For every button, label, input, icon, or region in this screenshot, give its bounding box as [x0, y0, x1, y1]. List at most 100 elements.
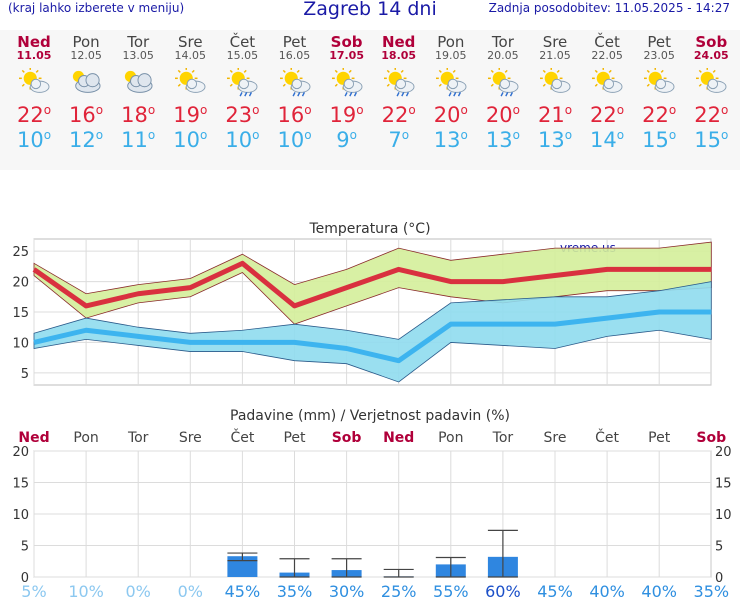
- day-column: Čet 22.05 22o 14o: [581, 30, 633, 152]
- precip-probability: 25%: [381, 582, 417, 600]
- day-name: Ned: [17, 33, 51, 51]
- precip-probability: 30%: [329, 582, 365, 600]
- day-column: Tor 20.05 20o 13o: [477, 30, 529, 152]
- max-temp-value: 16: [69, 103, 96, 127]
- precip-x-label: Pet: [283, 430, 306, 446]
- min-temp: 13o: [537, 128, 573, 152]
- max-temp: 19o: [329, 103, 364, 127]
- min-temp-value: 14: [590, 128, 617, 152]
- location-hint: (kraj lahko izberete v meniju): [8, 1, 185, 15]
- min-temp-value: 13: [537, 128, 565, 152]
- precip-x-label: Sre: [179, 430, 202, 446]
- min-temp-band: [33, 281, 712, 383]
- sun-cloud-icon: [644, 68, 675, 93]
- min-temp: 10o: [173, 128, 208, 152]
- precip-probability: 60%: [485, 582, 521, 600]
- max-temp: 19o: [173, 103, 208, 127]
- min-temp: 15o: [694, 128, 729, 152]
- day-column: Pet 16.05 16o 10o: [269, 30, 321, 152]
- sun-rain-icon: [383, 68, 415, 97]
- temp-y-tick: 15: [12, 306, 29, 321]
- min-temp-value: 13: [433, 128, 461, 152]
- last-updated: Zadnja posodobitev: 11.05.2025 - 14:27: [488, 1, 730, 15]
- sun-rain-icon: [435, 68, 467, 97]
- max-temp: 16o: [69, 103, 104, 127]
- temp-y-tick: 25: [12, 245, 29, 260]
- precip-x-label: Ned: [18, 430, 49, 446]
- min-temp-value: 13: [485, 128, 513, 152]
- min-temp-value: 12: [69, 128, 96, 152]
- sun-rain-icon: [331, 68, 363, 97]
- max-temp: 22o: [642, 103, 677, 127]
- precip-x-label: Čet: [230, 428, 254, 446]
- day-column: Ned 18.05 22o 7o: [373, 30, 425, 152]
- sun-cloud-icon: [175, 68, 206, 93]
- max-temp-value: 20: [433, 103, 461, 127]
- sun-rain-icon: [279, 68, 310, 97]
- page-title: Zagreb 14 dni: [303, 0, 437, 20]
- min-temp: 13o: [485, 128, 520, 152]
- day-column: Ned 11.05 22o 10o: [8, 30, 60, 152]
- max-temp: 20o: [485, 103, 520, 127]
- day-name: Pet: [282, 33, 307, 51]
- day-column: Pet 23.05 22o 15o: [633, 30, 685, 152]
- min-temp-value: 15: [642, 128, 669, 152]
- precip-probability: 0%: [126, 582, 151, 600]
- max-temp: 22o: [694, 103, 729, 127]
- min-temp: 9o: [336, 128, 357, 152]
- precip-chart-title: Padavine (mm) / Verjetnost padavin (%): [230, 408, 510, 424]
- max-temp-value: 22: [381, 103, 409, 127]
- sun-cloud-icon: [19, 68, 50, 93]
- precip-x-label: Pon: [73, 430, 98, 446]
- precip-probability: 35%: [277, 582, 313, 600]
- day-date: 13.05: [122, 49, 154, 62]
- day-name: Sre: [542, 33, 568, 51]
- precip-y-tick: 15: [12, 477, 29, 492]
- day-date: 24.05: [693, 49, 729, 62]
- day-column: Sob 24.05 22o 15o: [685, 30, 737, 152]
- min-temp: 15o: [642, 128, 677, 152]
- day-date: 17.05: [329, 49, 364, 62]
- max-temp-value: 16: [277, 103, 305, 127]
- max-temp: 18o: [121, 103, 156, 127]
- min-temp-line: [33, 309, 712, 364]
- min-temp-value: 11: [121, 128, 148, 152]
- precip-y-tick-right: 0: [715, 571, 723, 586]
- precip-probability: 45%: [537, 582, 573, 600]
- min-temp: 10o: [16, 128, 52, 152]
- day-date: 12.05: [70, 49, 102, 62]
- min-temp-value: 10: [225, 128, 253, 152]
- max-temp: 22o: [381, 103, 416, 127]
- sun-rain-icon: [487, 68, 519, 97]
- sun-cloud-icon: [696, 68, 727, 93]
- max-temp-line: [32, 260, 712, 309]
- min-temp-value: 10: [16, 128, 44, 152]
- max-temp: 22o: [590, 103, 625, 127]
- day-name: Pon: [72, 33, 100, 51]
- precip-probability: 55%: [433, 582, 469, 600]
- day-date: 20.05: [487, 49, 519, 62]
- precip-y-tick-right: 10: [715, 508, 732, 523]
- day-name: Pon: [437, 33, 465, 51]
- max-temp-value: 22: [16, 103, 44, 127]
- temp-y-tick: 20: [12, 276, 29, 291]
- max-temp-value: 20: [485, 103, 513, 127]
- max-temp-value: 19: [329, 103, 357, 127]
- day-name: Čet: [594, 33, 620, 51]
- min-temp: 13o: [433, 128, 468, 152]
- precip-y-tick: 10: [12, 508, 29, 523]
- day-name: Sob: [695, 33, 728, 51]
- precip-x-label: Tor: [127, 430, 149, 446]
- precip-probability: 0%: [178, 582, 203, 600]
- precip-x-label: Pon: [438, 430, 463, 446]
- sun-cloud-icon: [592, 68, 623, 93]
- min-temp: 7o: [388, 128, 410, 152]
- min-temp-value: 9: [336, 128, 350, 152]
- max-temp-value: 22: [694, 103, 721, 127]
- day-date: 11.05: [16, 49, 52, 62]
- temp-y-tick: 5: [21, 367, 29, 382]
- precip-y-tick-right: 15: [715, 477, 732, 492]
- day-column: Sre 21.05 21o 13o: [529, 30, 581, 152]
- max-temp-value: 21: [537, 103, 565, 127]
- day-date: 18.05: [381, 49, 417, 62]
